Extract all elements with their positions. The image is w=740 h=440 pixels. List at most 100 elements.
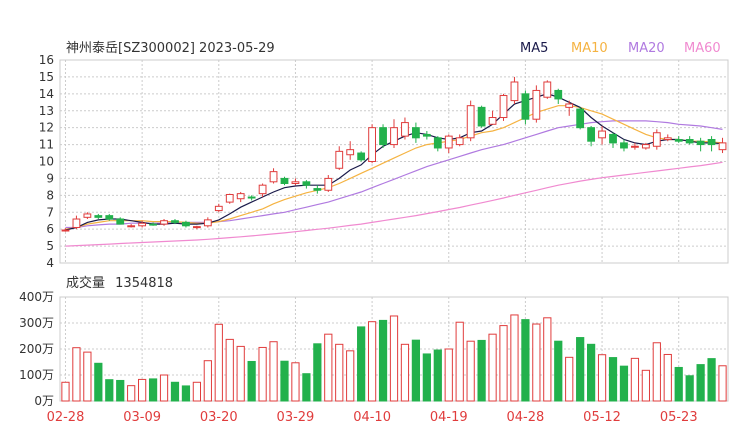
candle: [587, 125, 596, 147]
volume-bar: [225, 338, 234, 402]
candle-body: [225, 193, 234, 203]
candle-body: [72, 218, 81, 228]
candle-body: [379, 127, 387, 146]
ma-line-ma60: [65, 161, 723, 247]
candle-body: [587, 127, 596, 142]
candle: [94, 213, 103, 220]
candle-body: [707, 139, 716, 146]
volume-tick-label: 400万: [19, 290, 54, 304]
volume-tick-label: 100万: [19, 368, 54, 382]
candle: [641, 142, 650, 150]
legend-entry: MA5: [520, 41, 548, 56]
candle-body: [466, 105, 475, 139]
candle-body: [149, 223, 157, 226]
candle-body: [214, 205, 223, 212]
candle-body: [346, 149, 355, 156]
volume-bar: [685, 375, 694, 402]
volume-bar: [696, 364, 705, 402]
candle-body: [138, 222, 147, 227]
volume-bar: [411, 339, 421, 402]
volume-latest-value: 1354818: [115, 276, 173, 291]
candle-body: [160, 220, 168, 225]
volume-bar: [576, 337, 585, 402]
candle: [116, 217, 125, 225]
candle: [258, 183, 267, 198]
volume-bar-layer: [61, 314, 727, 402]
volume-bar: [61, 381, 70, 402]
candle-body: [313, 188, 322, 191]
candle: [620, 139, 628, 152]
candle: [532, 85, 541, 123]
volume-bar: [565, 356, 574, 402]
volume-bar: [597, 354, 607, 402]
volume-tick-label: 300万: [19, 316, 54, 330]
candle: [247, 195, 256, 201]
candle: [127, 224, 136, 228]
candle: [477, 105, 486, 128]
volume-bar: [148, 378, 158, 402]
volume-bar: [181, 385, 191, 402]
volume-bar: [105, 379, 114, 402]
volume-bar: [587, 343, 596, 402]
date-axis: 02-28 03-09 03-20 03-29 04-10 04-19 04-28 05-12…: [47, 410, 698, 425]
volume-title-label: 成交量: [66, 275, 105, 291]
volume-bar: [663, 353, 672, 402]
candle-body: [652, 132, 661, 147]
volume-bar: [138, 378, 147, 402]
price-tick-label: 13: [39, 104, 54, 118]
volume-bar: [346, 350, 355, 402]
volume-bar: [280, 360, 289, 402]
price-tick-label: 16: [39, 53, 54, 67]
volume-bar: [269, 341, 278, 402]
candle: [225, 193, 234, 204]
volume-bar: [630, 357, 640, 402]
volume-bar: [236, 345, 245, 402]
date-tick-label: 05-12: [583, 410, 621, 425]
candle-body: [455, 137, 464, 146]
volume-bar: [543, 317, 552, 402]
volume-bar: [367, 321, 377, 402]
price-tick-label: 5: [46, 239, 54, 253]
volume-bar: [313, 343, 322, 402]
candle-body: [499, 95, 508, 119]
volume-bar: [170, 381, 180, 402]
candle: [521, 90, 530, 125]
candle-body: [532, 89, 541, 120]
candle-body: [576, 108, 585, 129]
volume-bar: [422, 353, 431, 402]
volume-title: 成交量 1354818: [66, 275, 173, 291]
candle-body: [477, 106, 486, 127]
candle-body: [258, 184, 267, 195]
candle: [554, 88, 563, 104]
candle: [707, 136, 716, 152]
candle: [203, 217, 212, 228]
candle-body: [192, 226, 201, 229]
candle: [192, 225, 201, 230]
candle: [346, 141, 355, 160]
legend-entry: MA60: [684, 41, 721, 56]
candle-body: [510, 81, 519, 102]
candle-body: [105, 215, 114, 220]
candle-body: [171, 220, 179, 223]
volume-bar: [652, 342, 661, 402]
legend-entry: MA10: [571, 41, 608, 56]
volume-bar: [521, 319, 530, 402]
date-tick-label: 02-28: [47, 410, 85, 425]
candle: [149, 222, 157, 226]
candle-body: [182, 221, 190, 227]
volume-bar: [400, 343, 410, 402]
candle-body: [422, 133, 431, 137]
candle-body: [696, 140, 705, 146]
candle: [422, 131, 431, 140]
candle-body: [433, 137, 442, 149]
volume-bar: [94, 362, 103, 402]
candle-body: [83, 213, 92, 218]
date-tick-label: 04-28: [507, 410, 545, 425]
candle: [390, 119, 398, 148]
candle: [291, 178, 300, 186]
price-tick-label: 7: [46, 205, 54, 219]
volume-bar: [116, 379, 125, 402]
date-tick-label: 04-10: [353, 410, 391, 425]
volume-bar: [510, 314, 519, 402]
candle: [433, 136, 442, 152]
